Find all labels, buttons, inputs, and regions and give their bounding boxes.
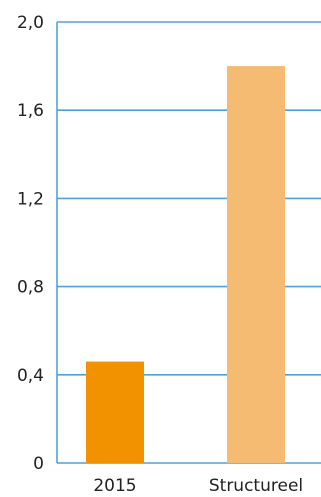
y-tick-labels: 0 0,4 0,8 1,2 1,6 2,0 (17, 13, 44, 474)
x-tick-labels: 2015 Structureel (93, 476, 303, 496)
y-tick-label: 0,4 (17, 366, 44, 386)
bar-structureel (227, 66, 285, 463)
y-tick-label: 2,0 (17, 13, 44, 33)
bar-2015 (86, 361, 144, 463)
bar-layer (86, 66, 285, 463)
x-tick-label: Structureel (209, 476, 303, 496)
y-tick-label: 1,2 (17, 189, 44, 209)
y-tick-label: 1,6 (17, 101, 44, 121)
x-tick-label: 2015 (93, 476, 136, 496)
y-tick-label: 0 (33, 454, 44, 474)
y-tick-label: 0,8 (17, 278, 44, 298)
